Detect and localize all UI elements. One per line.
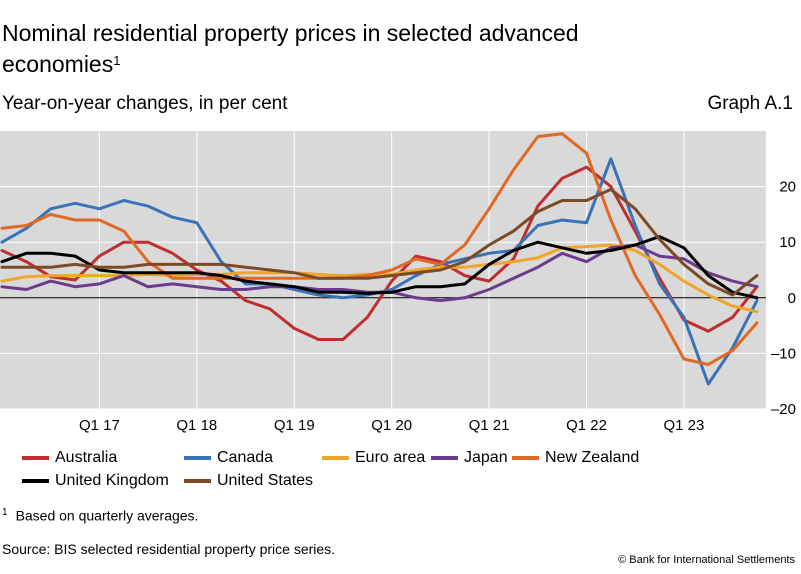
y-tick-label: 20 [779,179,796,196]
title-footnote-marker: 1 [113,53,121,68]
legend-label: New Zealand [545,448,640,466]
legend-item-united-kingdom: United Kingdom [22,469,169,492]
series-line-new-zealand [0,132,759,366]
legend-swatch [431,455,458,460]
copyright: © Bank for International Settlements [618,554,795,566]
legend-item-euro-area: Euro area [322,446,425,469]
legend-item-new-zealand: New Zealand [512,446,639,469]
x-tick-label: Q1 18 [176,417,217,434]
legend-swatch [512,455,539,460]
legend-swatch [22,478,49,483]
legend-item-united-states: United States [184,469,313,492]
legend-label: Canada [217,448,274,466]
legend-item-canada: Canada [184,446,273,469]
x-tick-label: Q1 21 [469,417,510,434]
legend-label: United Kingdom [55,471,169,489]
x-tick-label: Q1 17 [79,417,120,434]
y-tick-label: 0 [788,290,796,307]
x-axis-tick-labels: Q1 17 Q1 18 Q1 19 Q1 20 Q1 21 Q1 22 Q1 23 [79,417,704,434]
footnote-text: Based on quarterly averages. [15,507,199,524]
legend-item-japan: Japan [431,446,508,469]
legend-row: United Kingdom United States [22,469,722,492]
legend-swatch [22,455,49,460]
chart-title: Nominal residential property prices in s… [2,20,579,77]
legend-label: Australia [55,448,118,466]
x-tick-label: Q1 20 [371,417,412,434]
x-tick-label: Q1 19 [274,417,315,434]
footnote: 1 Based on quarterly averages. [2,507,198,524]
series-line-australia [0,165,759,341]
y-tick-label: 10 [779,234,796,251]
graph-id: Graph A.1 [707,93,793,114]
y-tick-label: –10 [771,345,796,362]
legend-row: Australia Canada Euro area Japan New Zealand [22,446,722,469]
legend-label: United States [217,471,314,489]
chart-subtitle: Year-on-year changes, in per cent [2,93,288,114]
x-tick-label: Q1 22 [566,417,607,434]
legend-label: Euro area [355,448,426,466]
plot-background [0,131,766,409]
legend-item-australia: Australia [22,446,117,469]
series-line-euro-area [0,243,759,314]
legend-swatch [184,455,211,460]
series-line-united-states [0,187,759,297]
legend: Australia Canada Euro area Japan New Zealand… [22,446,722,492]
source-note: Source: BIS selected residential propert… [2,541,336,557]
legend-label: Japan [464,448,508,466]
footnote-marker: 1 [2,507,8,518]
x-tick-label: Q1 23 [663,417,704,434]
legend-swatch [322,455,349,460]
y-tick-label: –20 [771,401,796,418]
series-lines [0,132,759,386]
y-axis-tick-labels: 20 10 0 –10 –20 [771,179,796,418]
series-line-united-kingdom [0,235,759,300]
legend-swatch [184,478,211,483]
